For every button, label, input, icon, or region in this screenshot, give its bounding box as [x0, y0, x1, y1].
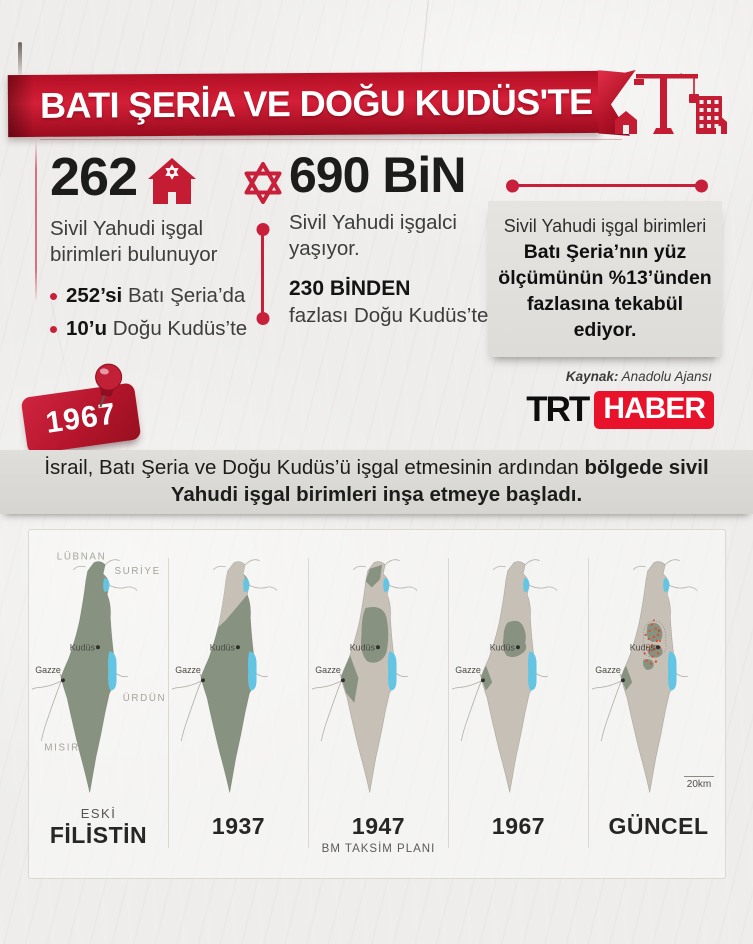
callout-intro: Sivil Yahudi işgal birimleri [503, 216, 707, 236]
column-divider [448, 558, 449, 848]
label-jerusalem: Kudüs [209, 642, 235, 652]
haber-wordmark: HABER [594, 391, 714, 429]
caption-current: GÜNCEL [608, 813, 709, 839]
page-title: BATI ŞERİA VE DOĞU KUDÜS'TE [39, 80, 593, 126]
bullet-dot [50, 292, 57, 300]
label-gaza: Gazze [35, 665, 61, 675]
bullet-west-bank: 252’si Batı Şeria’da [50, 284, 250, 308]
caption-1947: 1947 BM TAKSİM PLANI [321, 813, 436, 855]
paper-crack [18, 42, 22, 78]
stat-settlers: 690 BiN Sivil Yahudi işgalci yaşıyor. 23… [289, 150, 489, 330]
bullet-east-jerusalem: 10’u Doğu Kudüs’te [50, 317, 250, 341]
label-syria: SURİYE [114, 566, 160, 577]
construction-icons [608, 66, 728, 145]
trt-haber-logo: TRT HABER [526, 390, 714, 430]
maps-timeline-panel: LÜBNAN SURİYE ÜRDÜN MISIR Kudüs Gazze Ku… [28, 529, 726, 879]
stat-units-description: Sivil Yahudi işgal birimleri bulunuyor [50, 217, 218, 267]
settlement-house-icon [148, 158, 197, 204]
stat-settlers-subnote: 230 BİNDEN fazlası Doğu Kudüs’te [289, 277, 489, 328]
header-underline [40, 139, 622, 140]
callout-emphasis: Batı Şeria’nın yüz ölçümünün %13’ünden f… [498, 241, 712, 341]
label-jordan: ÜRDÜN [122, 693, 165, 704]
label-lebanon: LÜBNAN [56, 552, 106, 563]
left-accent-line [35, 140, 37, 302]
settlement-dots [643, 619, 661, 665]
label-jerusalem: Kudüs [629, 642, 655, 652]
map-scale: 20km [684, 776, 714, 790]
caption-1967: 1967 [491, 813, 546, 839]
header-ribbon: BATI ŞERİA VE DOĞU KUDÜS'TE [7, 70, 601, 138]
caption-1937: 1937 [211, 813, 266, 839]
map-1937: Kudüs Gazze [169, 544, 308, 800]
map-1967: Kudüs Gazze [449, 544, 588, 800]
stat-settlement-units: 262 Sivil Yahudi işgal birimleri bulunuy… [50, 150, 250, 341]
callout-connector-line [514, 184, 700, 187]
caption-old-palestine: ESKİ FİLİSTİN [49, 806, 148, 848]
label-jerusalem: Kudüs [349, 642, 375, 652]
map-1947: Kudüs Gazze [309, 544, 448, 800]
scale-bar [684, 776, 714, 777]
crane-icon [615, 73, 727, 134]
trt-wordmark: TRT [526, 390, 590, 429]
area-callout-card: Sivil Yahudi işgal birimleri Batı Şeria’… [488, 201, 722, 358]
star-of-david-icon [240, 160, 286, 211]
column-divider [168, 558, 169, 848]
occupation-note-text: İsrail, Batı Şeria ve Doğu Kudüs’ü işgal… [44, 456, 709, 506]
map-current: Kudüs Gazze 20km [589, 544, 728, 800]
label-gaza: Gazze [175, 665, 201, 675]
vertical-connector-line [261, 232, 264, 316]
stat-units-value: 262 [50, 147, 138, 207]
source-attribution: Kaynak: Anadolu Ajansı [565, 369, 712, 384]
occupation-note-banner: İsrail, Batı Şeria ve Doğu Kudüs’ü işgal… [0, 450, 753, 514]
stat-settlers-value: 690 BiN [289, 147, 466, 203]
pushpin-icon [83, 359, 132, 417]
stat-settlers-description: Sivil Yahudi işgalci yaşıyor. [289, 211, 457, 261]
label-jerusalem: Kudüs [69, 642, 95, 652]
column-divider [588, 558, 589, 848]
label-gaza: Gazze [595, 665, 621, 675]
label-egypt: MISIR [44, 742, 79, 753]
column-divider [308, 558, 309, 848]
map-old-palestine: LÜBNAN SURİYE ÜRDÜN MISIR Kudüs Gazze [29, 544, 168, 800]
label-jerusalem: Kudüs [489, 642, 515, 652]
bullet-dot [50, 325, 57, 333]
label-gaza: Gazze [455, 665, 481, 675]
label-gaza: Gazze [315, 665, 341, 675]
units-breakdown: 252’si Batı Şeria’da 10’u Doğu Kudüs’te [50, 284, 250, 341]
